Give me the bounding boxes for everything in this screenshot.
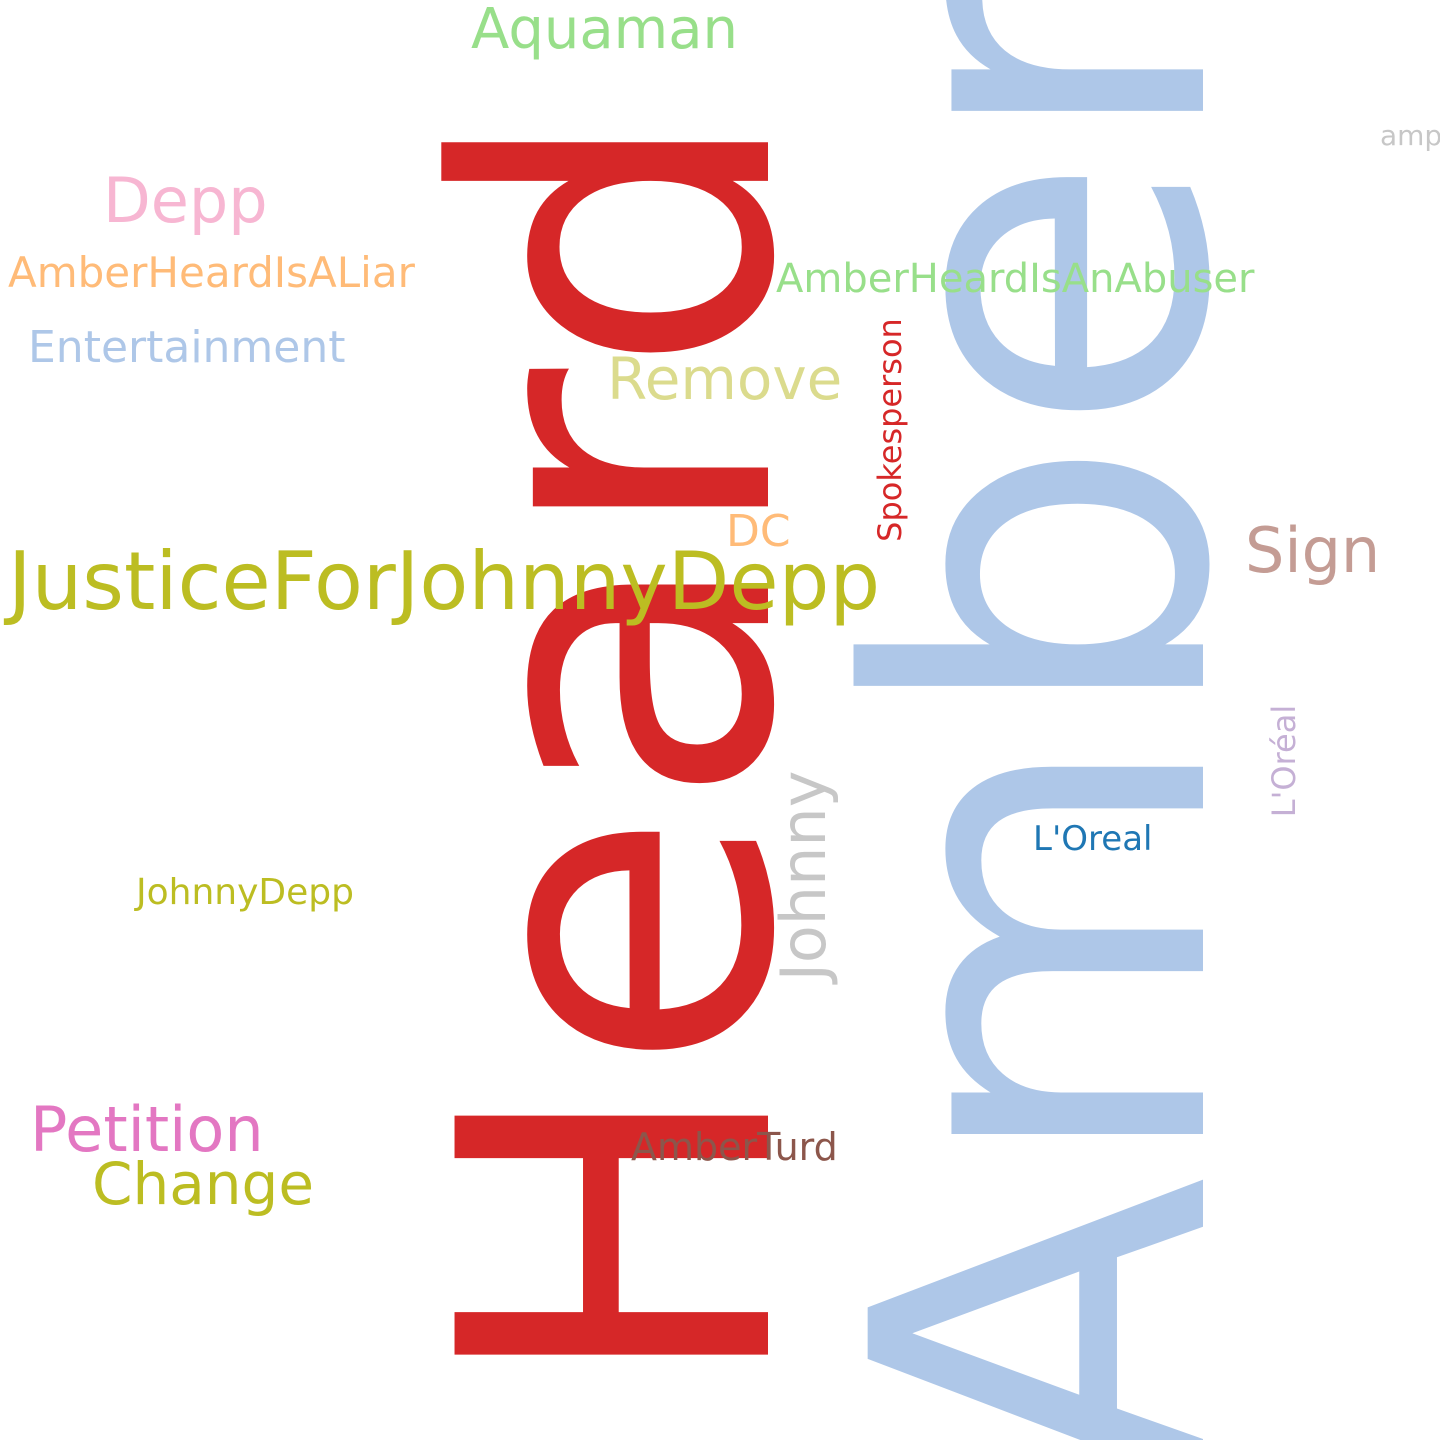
word-loreal-accent: L'Oréal — [1265, 704, 1303, 818]
word-remove: Remove — [607, 345, 843, 413]
word-amp: amp — [1380, 119, 1440, 152]
word-justice-for-johnny-depp: JusticeForJohnnyDepp — [8, 535, 881, 628]
word-sign: Sign — [1245, 514, 1381, 587]
word-entertainment: Entertainment — [28, 322, 346, 373]
word-johnny: Johnny — [767, 770, 840, 982]
word-dc: DC — [726, 506, 791, 557]
word-depp: Depp — [103, 164, 268, 237]
word-petition: Petition — [30, 1093, 264, 1166]
word-amber-heard-is-an-abuser: AmberHeardIsAnAbuser — [776, 256, 1255, 302]
word-heard: Heard — [370, 103, 870, 1397]
word-change: Change — [92, 1150, 315, 1218]
word-amberturd: AmberTurd — [631, 1125, 838, 1169]
word-spokesperson: Spokesperson — [871, 318, 909, 542]
word-amber: Amber — [777, 0, 1312, 1440]
word-johnnydepp: JohnnyDepp — [136, 872, 354, 913]
word-aquaman: Aquaman — [471, 0, 739, 62]
word-amber-heard-is-a-liar: AmberHeardIsALiar — [8, 248, 415, 297]
word-loreal: L'Oreal — [1033, 819, 1153, 859]
